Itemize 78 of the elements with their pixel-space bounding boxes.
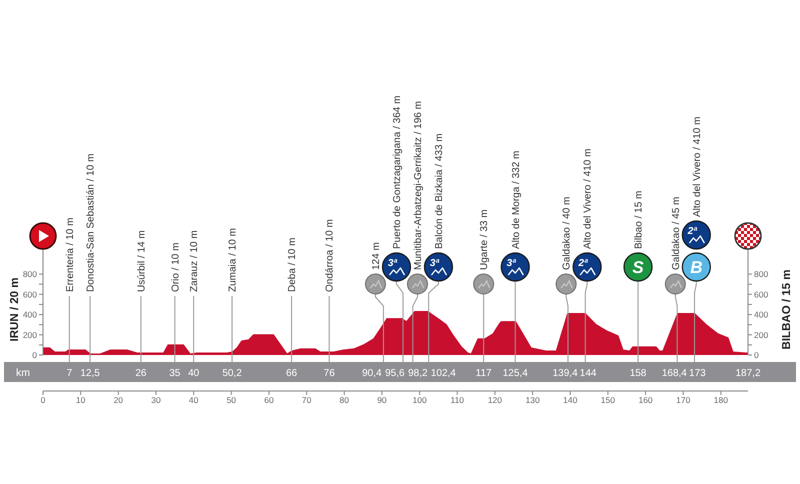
annotation: Galdakao / 40 m (562, 196, 573, 270)
annotation: Ugarte / 33 m (479, 209, 490, 270)
text: 187,2 (735, 368, 761, 379)
y2-tick-label: 600 (754, 289, 768, 300)
x-tick-label: 130 (525, 395, 540, 406)
y-tick-label: 200 (22, 330, 38, 340)
y2-tick-label: 400 (754, 310, 768, 320)
ref-line-label: 173 (689, 368, 706, 379)
annotation: Errenteria / 10 m (64, 218, 76, 292)
y2-tick-label: 0 (754, 350, 759, 360)
ref-line-label: 12,5 (80, 368, 100, 379)
ref-line-label: 158 (630, 368, 647, 379)
x-tick-label: 60 (264, 395, 274, 406)
annotation: B (690, 258, 702, 277)
ref-line-label: 66 (286, 368, 298, 379)
annotation: S (632, 258, 644, 277)
text: Alto del Vivero / 410 m (692, 116, 703, 217)
ref-line-label: 50,2 (222, 368, 242, 379)
ref-line-label: 144 (580, 368, 597, 379)
text: Bilbao / 15 m (634, 190, 645, 249)
x-tick-label: 160 (638, 395, 653, 406)
x-tick-label: 20 (114, 395, 124, 406)
annotation: 2ª (578, 258, 588, 269)
x-tick-label: 40 (188, 395, 199, 406)
ref-line-label: 35 (169, 368, 181, 379)
ref-line-label: 139,4 (552, 368, 578, 379)
x-tick-label: 30 (151, 395, 161, 406)
text: km (16, 367, 30, 379)
x-tick-label: 140 (563, 395, 578, 406)
text: 2ª (686, 226, 698, 237)
annotation: 3ª (388, 258, 398, 269)
annotation: 124 m (370, 242, 382, 270)
ref-line-label: 40 (188, 368, 200, 379)
y-tick-label: 800 (22, 269, 38, 280)
x-tick-label: 180 (714, 395, 728, 406)
x-tick-label: 150 (600, 395, 616, 406)
text: Alto del Vivero / 410 m (582, 148, 594, 249)
ref-line-label: 90,4 (362, 368, 382, 379)
annotation: Galdakao / 45 m (670, 196, 682, 270)
text: Alto de Morga / 332 m (510, 150, 522, 249)
x-tick-label: 80 (340, 395, 350, 406)
x-tick-label: 90 (377, 395, 387, 406)
annotation: Munitibar-Arbatzegi-Gerrikaitz / 196 m (412, 101, 424, 270)
x-tick-label: 0 (40, 395, 46, 406)
x-tick-label: 110 (450, 395, 464, 406)
annotation: 3ª (506, 258, 516, 269)
annotation: Ondárroa / 10 m (324, 219, 336, 292)
x-tick-label: 70 (302, 395, 312, 406)
annotation: Zumaia / 10 m (228, 228, 239, 292)
ref-line-label: 125,4 (502, 368, 528, 379)
x-tick-label: 170 (676, 395, 691, 406)
x-tick-label: 100 (412, 395, 427, 406)
x-tick-label: 120 (488, 395, 502, 406)
annotation: 3ª (430, 258, 440, 269)
ref-line-label: 117 (476, 368, 492, 379)
ref-line-label: 95,6 (385, 368, 406, 379)
ref-line-label: 76 (324, 368, 336, 379)
annotation: Zarauz / 10 m (189, 230, 200, 292)
x-tick-label: 50 (226, 395, 236, 406)
annotation: Orio / 10 m (170, 242, 182, 292)
y-axis-title: IRUN / 20 m (9, 278, 22, 342)
ref-line-label: 98,2 (408, 368, 428, 379)
y2-tick-label: 800 (754, 269, 768, 280)
annotation: Donostia-San Sebastián / 10 m (86, 154, 97, 292)
ref-line-label: 102,4 (430, 368, 456, 379)
ref-line-label: 168,4 (662, 368, 688, 379)
y2-axis-title: BILBAO / 15 m (781, 270, 794, 350)
text: Puerto de Gontzagarigana / 364 m (392, 96, 403, 249)
ref-line-label: 26 (135, 368, 147, 379)
y-tick-label: 400 (22, 310, 38, 320)
annotation: Deba / 10 m (287, 238, 298, 292)
text: Balcón de Bizkaia / 433 m (434, 133, 445, 249)
y-tick-label: 600 (22, 289, 38, 300)
y-tick-label: 0 (32, 350, 38, 360)
annotation: Usúrbil / 14 m (136, 230, 148, 292)
x-tick-label: 10 (76, 395, 86, 406)
y2-tick-label: 200 (754, 330, 768, 340)
ref-line-label: 7 (66, 368, 73, 379)
